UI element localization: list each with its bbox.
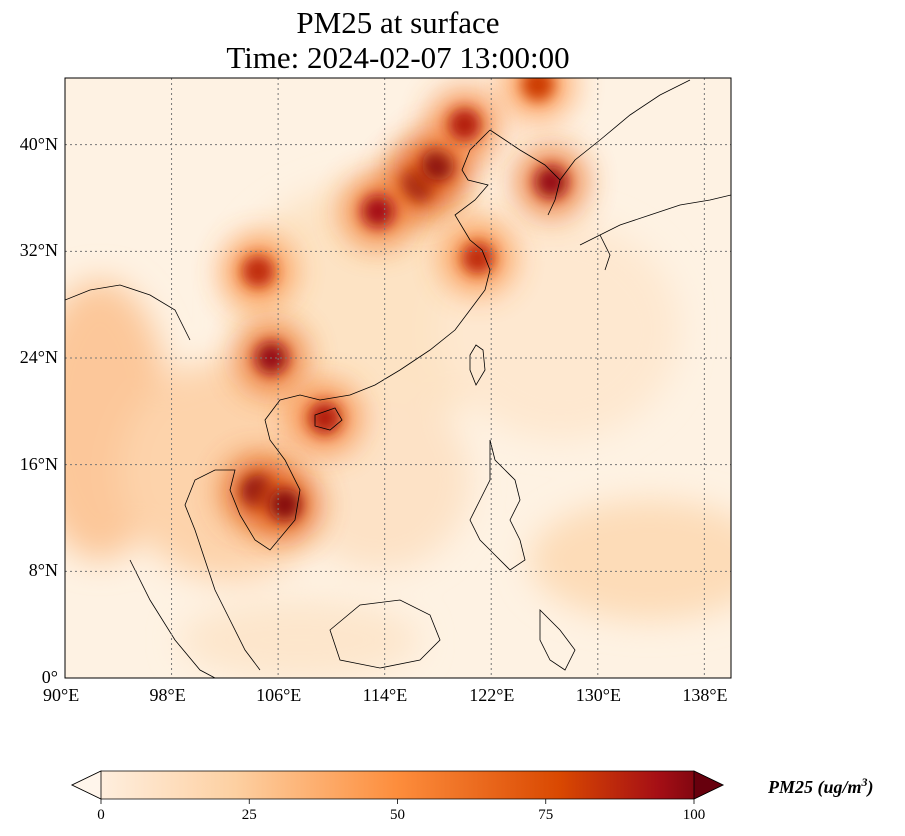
colorbar-extend-max — [693, 770, 724, 800]
colorbar-body — [71, 770, 724, 800]
hotspot-core — [242, 255, 275, 288]
hotspot-core — [521, 78, 554, 101]
hotspot-core — [461, 242, 494, 274]
lat-tick-label: 40°N — [19, 133, 58, 154]
map-time-subtitle: Time: 2024-02-07 13:00:00 — [226, 40, 570, 75]
lon-tick-label: 98°E — [149, 685, 186, 705]
gridlines — [65, 78, 731, 678]
colorbar-extend-min — [71, 770, 102, 800]
lon-tick-label: 130°E — [575, 685, 621, 705]
lon-tick-label: 90°E — [43, 685, 80, 705]
map-title: PM25 at surface — [296, 5, 500, 40]
hotspot-core — [362, 195, 395, 228]
lat-tick-label: 8°N — [28, 560, 58, 581]
colorbar-tick-label: 25 — [241, 807, 257, 823]
pm25-hotspots — [224, 78, 586, 539]
map-frame — [64, 77, 732, 679]
map-panel — [65, 78, 731, 678]
coastlines — [65, 79, 731, 678]
colorbar-tick-label: 50 — [390, 807, 405, 823]
lon-tick-label: 122°E — [469, 685, 515, 705]
colorbar-tick-label: 0 — [97, 807, 105, 823]
lon-tick-label: 114°E — [362, 685, 408, 705]
colorbar-tick-label: 100 — [682, 807, 706, 823]
colorbar-tick-label: 75 — [538, 807, 554, 823]
lat-tick-label: 0° — [41, 667, 58, 687]
lat-tick-label: 16°N — [19, 453, 58, 474]
colorbar — [71, 770, 724, 804]
colorbar-label: PM25 (ug/m3) — [768, 775, 874, 797]
lon-tick-label: 138°E — [682, 685, 728, 705]
hotspot-core — [268, 488, 301, 521]
lon-tick-label: 106°E — [256, 685, 302, 705]
lat-tick-label: 32°N — [19, 240, 58, 261]
hotspot-core — [308, 402, 341, 434]
hotspot-core — [448, 108, 481, 141]
hotspot-core — [421, 148, 454, 181]
hotspot-core — [535, 166, 568, 198]
lat-tick-label: 24°N — [19, 347, 58, 367]
